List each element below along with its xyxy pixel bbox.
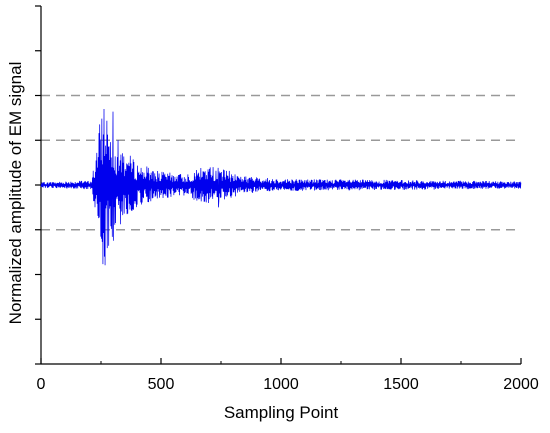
series <box>40 108 522 266</box>
gridlines <box>41 94 521 231</box>
x-tick-label: 1500 <box>383 376 419 393</box>
x-tick-label: 0 <box>37 376 46 393</box>
y-axis-title: Normalized amplitude of EM signal <box>6 62 25 325</box>
x-tick-labels: 0 500 1000 1500 2000 <box>37 376 539 393</box>
x-tick-label: 2000 <box>503 376 539 393</box>
x-axis-title: Sampling Point <box>224 403 339 422</box>
x-tick-label: 1000 <box>263 376 299 393</box>
series-line-em-signal <box>40 108 522 266</box>
x-tick-label: 500 <box>148 376 175 393</box>
ticks <box>35 5 522 365</box>
